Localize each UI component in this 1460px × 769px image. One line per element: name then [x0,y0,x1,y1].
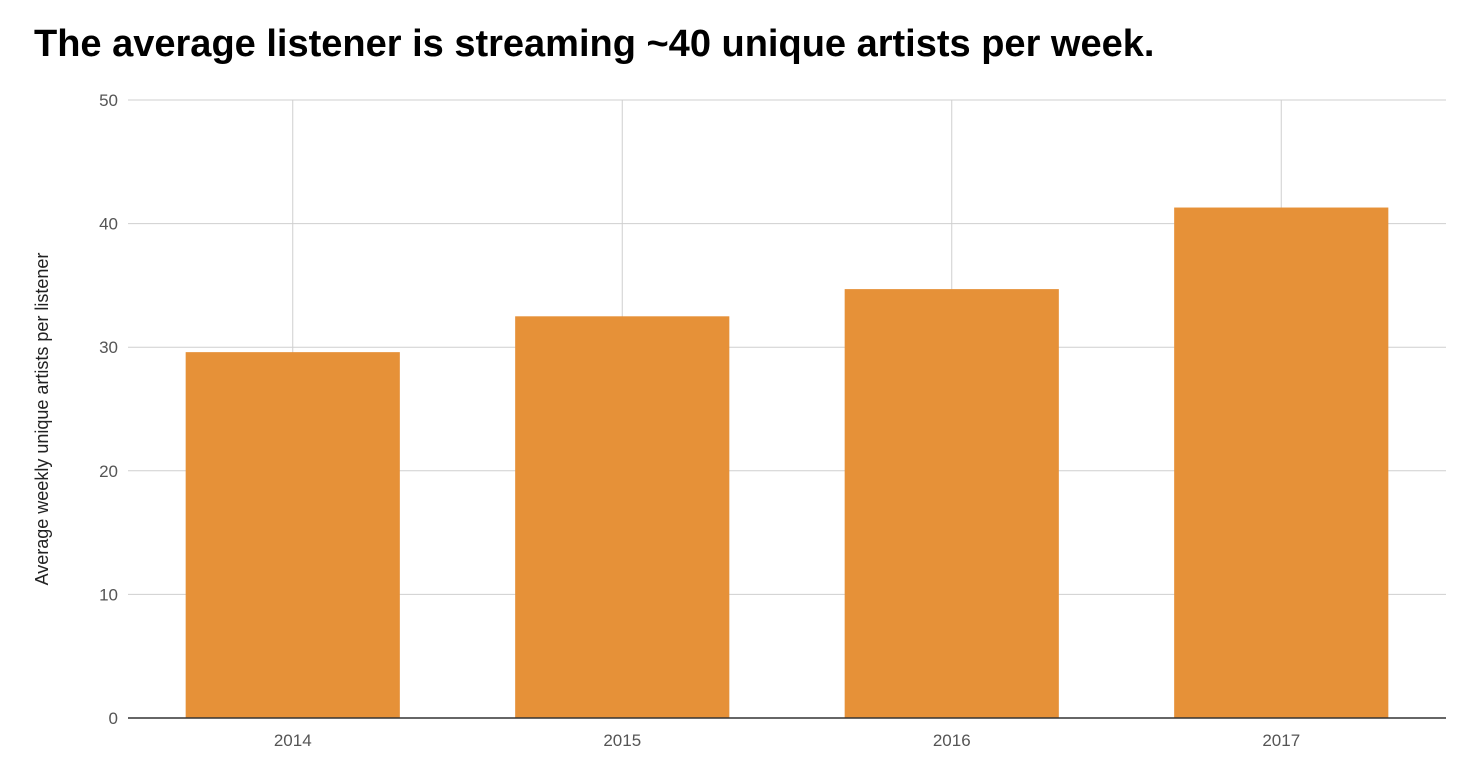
bar-2015 [515,316,730,718]
y-tick-label: 50 [99,91,118,110]
axes: 0 10 20 30 40 50 2014 2015 2016 2017 [99,91,1446,750]
y-axis-title: Average weekly unique artists per listen… [32,253,52,586]
y-tick-label: 0 [109,709,118,728]
x-tick-label: 2014 [274,731,312,750]
y-tick-label: 10 [99,585,118,604]
bars [185,207,1389,719]
bar-2016 [844,289,1059,718]
chart-title: The average listener is streaming ~40 un… [34,23,1155,65]
x-tick-label: 2017 [1262,731,1300,750]
y-tick-label: 40 [99,215,118,234]
bar-2017 [1174,207,1389,719]
y-tick-label: 20 [99,462,118,481]
y-tick-label: 30 [99,338,118,357]
x-tick-label: 2015 [603,731,641,750]
x-tick-label: 2016 [933,731,971,750]
bar-2014 [185,352,400,718]
